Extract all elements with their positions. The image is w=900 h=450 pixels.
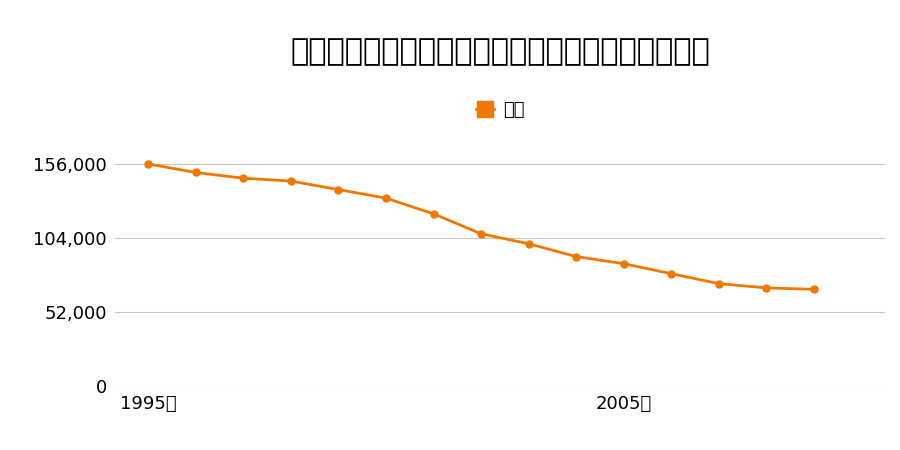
Title: 大阪府泉佐野市泉ケ丘５丁目１１６番４の地価推移: 大阪府泉佐野市泉ケ丘５丁目１１６番４の地価推移 (290, 37, 710, 67)
Legend: 価格: 価格 (476, 101, 525, 119)
